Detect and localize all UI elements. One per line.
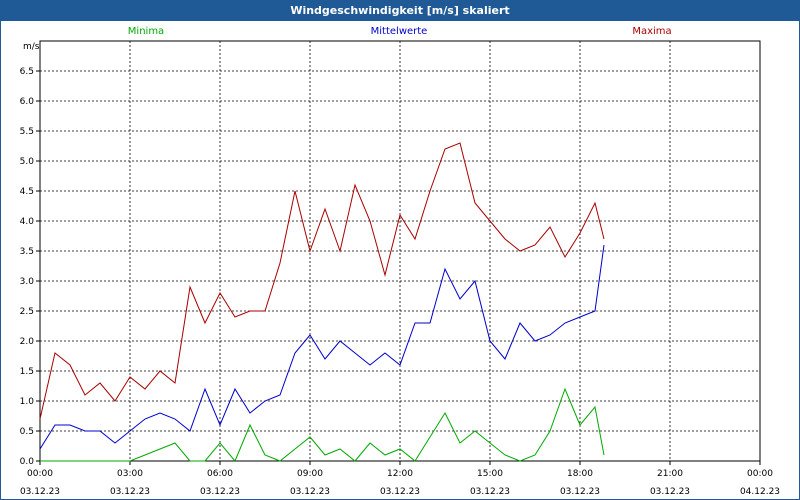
x-tick-time: 15:00 <box>477 469 503 479</box>
x-tick-date: 04.12.23 <box>740 487 780 497</box>
x-tick-time: 09:00 <box>297 469 323 479</box>
window-title: Windgeschwindigkeit [m/s] skaliert <box>1 1 799 21</box>
y-tick-label: 6.0 <box>20 97 35 107</box>
x-axis: 00:00 03.12.23 03:00 03.12.23 06:00 03.12.23 0… <box>20 461 780 497</box>
x-tick-date: 03.12.23 <box>380 487 420 497</box>
x-tick-date: 03.12.23 <box>200 487 240 497</box>
y-tick-label: 2.0 <box>20 337 35 347</box>
x-tick-time: 12:00 <box>387 469 413 479</box>
y-tick-label: 1.0 <box>20 397 35 407</box>
line-maxima <box>39 142 605 420</box>
x-tick-time: 00:00 <box>27 469 53 479</box>
x-tick-time: 21:00 <box>657 469 683 479</box>
y-tick-label: 5.5 <box>20 127 34 137</box>
y-tick-label: 2.5 <box>20 307 34 317</box>
y-tick-label: 0.0 <box>20 457 35 467</box>
y-axis-label: m/s <box>23 42 40 52</box>
x-tick-time: 00:00 <box>747 469 773 479</box>
y-tick-label: 0.5 <box>20 427 34 437</box>
x-tick-time: 03:00 <box>117 469 143 479</box>
y-tick-label: 4.0 <box>20 217 35 227</box>
line-minima <box>40 387 605 462</box>
x-tick-date: 03.12.23 <box>290 487 330 497</box>
line-mittelwerte <box>39 244 605 450</box>
x-tick-date: 03.12.23 <box>110 487 150 497</box>
grid-lines <box>40 41 760 461</box>
x-tick-date: 03.12.23 <box>470 487 510 497</box>
x-tick-date: 03.12.23 <box>20 487 60 497</box>
series-lines <box>39 142 605 462</box>
y-tick-label: 6.5 <box>20 67 34 77</box>
y-tick-label: 4.5 <box>20 187 34 197</box>
y-tick-label: 3.5 <box>20 247 34 257</box>
x-tick-date: 03.12.23 <box>650 487 690 497</box>
legend-minima: Minima <box>128 26 164 37</box>
legend-mittelwerte: Mittelwerte <box>371 26 428 37</box>
y-axis: 0.0 0.5 1.0 1.5 2.0 2.5 3.0 3.5 4.0 4.5 5.0 5.5 6.0 6… <box>20 67 40 467</box>
y-tick-label: 3.0 <box>20 277 35 287</box>
x-tick-time: 06:00 <box>207 469 233 479</box>
x-tick-date: 03.12.23 <box>560 487 600 497</box>
y-tick-label: 5.0 <box>20 157 35 167</box>
y-tick-label: 1.5 <box>20 367 34 377</box>
x-tick-time: 18:00 <box>567 469 593 479</box>
legend-maxima: Maxima <box>632 26 671 37</box>
